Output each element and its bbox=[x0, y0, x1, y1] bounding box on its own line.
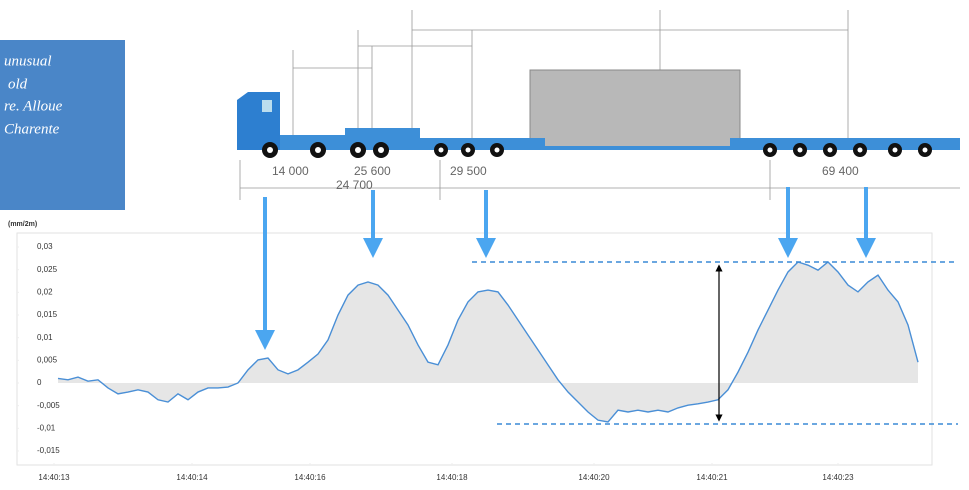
x-tick-label: 14:40:13 bbox=[38, 473, 70, 482]
y-tick-label: 0,015 bbox=[37, 310, 58, 319]
axle-load-label: 29 500 bbox=[450, 164, 487, 178]
x-tick-label: 14:40:21 bbox=[696, 473, 728, 482]
y-tick-label: 0 bbox=[37, 378, 42, 387]
y-tick-label: 0,005 bbox=[37, 355, 58, 364]
overlays bbox=[255, 187, 958, 425]
note-box: unusual old re. Alloue Charente bbox=[0, 40, 125, 210]
area bbox=[58, 262, 918, 422]
axle-load-label: 24 700 bbox=[336, 178, 373, 192]
x-tick-label: 14:40:16 bbox=[294, 473, 326, 482]
cab bbox=[237, 92, 280, 150]
axle-arrows bbox=[255, 187, 876, 350]
note-background bbox=[0, 40, 125, 210]
axle-load-label: 69 400 bbox=[822, 164, 859, 178]
note-line: old bbox=[8, 76, 28, 92]
y-tick-label: -0,005 bbox=[37, 401, 60, 410]
trailer bbox=[237, 128, 960, 150]
plot: 0,03 0,025 0,02 0,015 0,01 0,005 0 -0,005 -0,01 -… bbox=[17, 242, 919, 482]
y-tick-label: 0,025 bbox=[37, 265, 58, 274]
y-axis-label: (mm/2m) bbox=[8, 221, 37, 228]
axle-load-label: 25 600 bbox=[354, 164, 391, 178]
note-line: unusual bbox=[4, 53, 52, 69]
x-tick-label: 14:40:14 bbox=[176, 473, 208, 482]
note-line: re. Alloue bbox=[4, 98, 63, 114]
y-tick-label: 0,02 bbox=[37, 287, 53, 296]
x-tick-label: 14:40:23 bbox=[822, 473, 854, 482]
y-tick-label: 0,01 bbox=[37, 333, 53, 342]
truck-diagram: 14 000 25 600 24 700 29 500 69 400 bbox=[237, 10, 960, 200]
cargo-box bbox=[529, 69, 741, 149]
dimension-lines bbox=[239, 10, 960, 200]
x-tick-label: 14:40:18 bbox=[436, 473, 468, 482]
plot-frame bbox=[16, 232, 933, 466]
hubs bbox=[267, 147, 928, 153]
y-tick-label: -0,015 bbox=[37, 446, 60, 455]
note-line: Charente bbox=[4, 121, 60, 137]
axle-load-label: 14 000 bbox=[272, 164, 309, 178]
cab-window bbox=[262, 100, 272, 112]
y-tick-label: 0,03 bbox=[37, 242, 53, 251]
x-tick-label: 14:40:20 bbox=[578, 473, 610, 482]
y-tick-label: -0,01 bbox=[37, 423, 56, 432]
line bbox=[57, 261, 919, 423]
wheels bbox=[262, 142, 932, 158]
